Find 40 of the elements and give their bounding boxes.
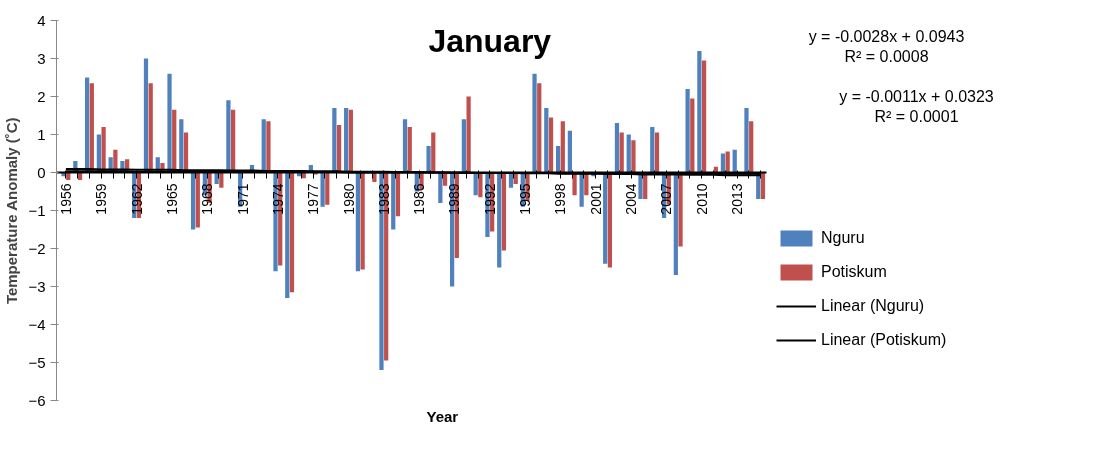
legend-label: Linear (Nguru) [821, 297, 925, 315]
x-tick-label: 2007 [658, 183, 675, 215]
x-tick-label: 1968 [199, 183, 216, 215]
x-tick-label: 2010 [693, 183, 710, 215]
x-tick-label: 2004 [623, 183, 640, 215]
x-tick-label: 1992 [481, 183, 498, 215]
x-tick-label: 1959 [93, 183, 110, 215]
y-tick-label: −6 [28, 391, 46, 409]
y-tick-label: 4 [37, 11, 46, 29]
x-tick-label: 1971 [234, 183, 251, 215]
y-tick-label: −4 [28, 315, 46, 333]
y-tick-label: 0 [37, 163, 46, 181]
x-tick-label: 1977 [305, 183, 322, 215]
legend-label: Nguru [821, 229, 865, 247]
y-tick-label: −3 [28, 277, 46, 295]
x-tick-label: 1962 [128, 183, 145, 215]
chart-title: January [428, 22, 552, 59]
y-tick-label: −1 [28, 201, 46, 219]
x-tick-label: 1995 [517, 183, 534, 215]
x-tick-label: 1983 [375, 183, 392, 215]
y-tick-label: −5 [28, 353, 46, 371]
y-tick-label: 3 [37, 49, 46, 67]
legend-label: Potiskum [821, 263, 887, 281]
legend-label: Linear (Potiskum) [821, 331, 947, 349]
x-tick-label: 1998 [552, 183, 569, 215]
x-tick-label: 2001 [587, 183, 604, 215]
text: y = -0.0028x + 0.0943 R² = 0.0008 [808, 27, 965, 65]
x-tick-label: 1956 [57, 183, 74, 215]
x-tick-label: 1965 [163, 183, 180, 215]
text: y = -0.0011x + 0.0323 R² = 0.0001 [839, 87, 994, 125]
x-tick-label: 1986 [411, 183, 428, 215]
y-tick-label: −2 [28, 239, 46, 257]
x-tick-label: 1980 [340, 183, 357, 215]
y-axis-title: Temperature Anomaly (˚C) [3, 117, 21, 305]
x-tick-label: 2013 [729, 183, 746, 215]
x-axis-title: Year [426, 407, 459, 425]
x-tick-label: 1989 [446, 183, 463, 215]
y-tick-label: 2 [37, 87, 46, 105]
x-tick-label: 1974 [269, 183, 286, 215]
y-tick-label: 1 [37, 125, 46, 143]
